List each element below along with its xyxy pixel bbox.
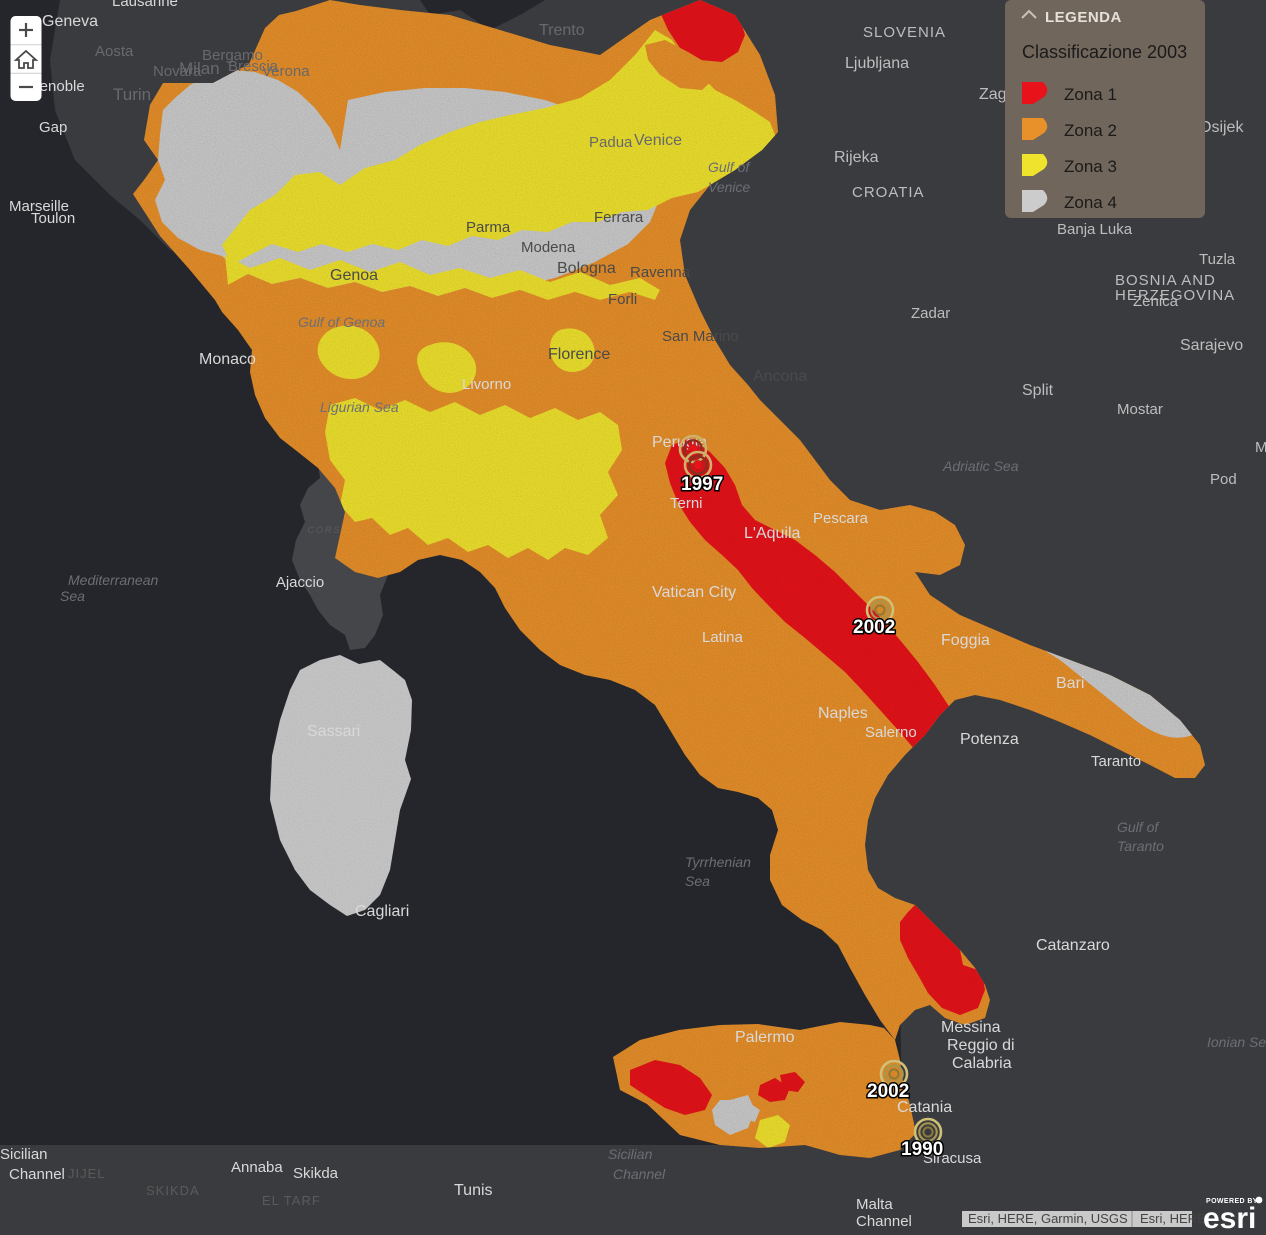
svg-text:Tuzla: Tuzla — [1199, 251, 1236, 268]
svg-text:Gulf of: Gulf of — [1117, 819, 1160, 835]
svg-text:Ancona: Ancona — [753, 368, 807, 385]
svg-text:EL TARF: EL TARF — [262, 1193, 321, 1208]
svg-text:Ravenna: Ravenna — [630, 264, 691, 281]
svg-text:Livorno: Livorno — [462, 376, 511, 393]
svg-text:esri: esri — [1203, 1202, 1256, 1235]
svg-text:Sarajevo: Sarajevo — [1180, 337, 1243, 354]
svg-text:Mostar: Mostar — [1117, 401, 1163, 418]
svg-text:Channel: Channel — [856, 1213, 912, 1230]
svg-text:Sicilian: Sicilian — [0, 1146, 48, 1163]
svg-text:Tunis: Tunis — [454, 1182, 493, 1199]
svg-text:Rijeka: Rijeka — [834, 149, 879, 166]
svg-text:Zadar: Zadar — [911, 305, 950, 322]
svg-text:Channel: Channel — [9, 1166, 65, 1183]
svg-text:Tyrrhenian: Tyrrhenian — [685, 854, 751, 870]
svg-text:Ljubljana: Ljubljana — [845, 55, 909, 72]
svg-text:Sea: Sea — [685, 873, 710, 889]
svg-text:Banja Luka: Banja Luka — [1057, 221, 1133, 238]
svg-text:MONT: MONT — [1255, 439, 1266, 456]
svg-text:Zona 2: Zona 2 — [1064, 121, 1117, 140]
svg-text:Foggia: Foggia — [941, 632, 990, 649]
svg-text:Osijek: Osijek — [1199, 119, 1244, 136]
svg-text:Bari: Bari — [1056, 675, 1084, 692]
svg-text:Ajaccio: Ajaccio — [276, 574, 324, 591]
svg-text:Florence: Florence — [548, 346, 610, 363]
svg-text:Parma: Parma — [466, 219, 511, 236]
svg-text:Catanzaro: Catanzaro — [1036, 937, 1110, 954]
svg-text:Cagliari: Cagliari — [355, 903, 409, 920]
svg-text:Modena: Modena — [521, 239, 576, 256]
svg-text:Skikda: Skikda — [293, 1165, 339, 1182]
svg-text:Latina: Latina — [702, 629, 744, 646]
svg-text:Turin: Turin — [113, 85, 151, 104]
svg-text:Pod: Pod — [1210, 471, 1237, 488]
svg-text:Zona 1: Zona 1 — [1064, 85, 1117, 104]
svg-text:Malta: Malta — [856, 1196, 893, 1213]
svg-text:Naples: Naples — [818, 705, 868, 722]
svg-text:Pescara: Pescara — [813, 510, 869, 527]
svg-text:SKIKDA: SKIKDA — [146, 1183, 200, 1198]
svg-text:1997: 1997 — [681, 474, 723, 495]
svg-text:Genoa: Genoa — [330, 267, 378, 284]
svg-text:Ionian Sea: Ionian Sea — [1207, 1034, 1266, 1050]
svg-text:Reggio di: Reggio di — [947, 1037, 1015, 1054]
svg-text:Gulf of: Gulf of — [708, 159, 751, 175]
svg-text:Padua: Padua — [589, 134, 633, 151]
svg-text:Gulf of Genoa: Gulf of Genoa — [298, 314, 385, 330]
svg-text:Split: Split — [1022, 382, 1054, 399]
svg-text:Venice: Venice — [708, 179, 751, 195]
svg-text:JIJEL: JIJEL — [68, 1166, 106, 1181]
svg-text:Bologna: Bologna — [557, 260, 616, 277]
svg-text:Sassari: Sassari — [307, 723, 360, 740]
svg-text:Channel: Channel — [613, 1166, 666, 1182]
svg-text:Adriatic Sea: Adriatic Sea — [942, 458, 1019, 474]
svg-text:Zenica: Zenica — [1133, 293, 1179, 310]
svg-text:Annaba: Annaba — [231, 1159, 283, 1176]
svg-text:2002: 2002 — [867, 1081, 909, 1102]
svg-text:Zona 3: Zona 3 — [1064, 157, 1117, 176]
svg-text:SLOVENIA: SLOVENIA — [863, 24, 946, 41]
svg-text:Calabria: Calabria — [952, 1055, 1012, 1072]
svg-text:Salerno: Salerno — [865, 724, 917, 741]
svg-text:Gap: Gap — [39, 119, 67, 136]
svg-text:Esri, HERE: Esri, HERE — [1140, 1211, 1206, 1226]
svg-text:Aosta: Aosta — [95, 43, 134, 60]
svg-text:Vatican City: Vatican City — [652, 584, 736, 601]
svg-text:Mediterranean: Mediterranean — [68, 572, 158, 588]
svg-text:Classificazione 2003: Classificazione 2003 — [1022, 42, 1187, 62]
svg-text:L'Aquila: L'Aquila — [744, 525, 801, 542]
svg-text:Taranto: Taranto — [1117, 838, 1164, 854]
svg-text:Venice: Venice — [634, 132, 682, 149]
svg-text:LEGENDA: LEGENDA — [1045, 9, 1122, 26]
svg-text:Verona: Verona — [262, 63, 310, 80]
svg-text:Ligurian Sea: Ligurian Sea — [320, 399, 399, 415]
svg-text:Terni: Terni — [670, 495, 703, 512]
svg-text:Toulon: Toulon — [31, 210, 75, 227]
svg-text:Trento: Trento — [539, 22, 585, 39]
svg-text:Taranto: Taranto — [1091, 753, 1141, 770]
svg-text:Geneva: Geneva — [42, 13, 98, 30]
svg-text:Messina: Messina — [941, 1019, 1001, 1036]
svg-text:CROATIA: CROATIA — [852, 184, 925, 201]
svg-text:Zona 4: Zona 4 — [1064, 193, 1117, 212]
svg-text:1990: 1990 — [901, 1139, 943, 1160]
svg-text:Monaco: Monaco — [199, 351, 256, 368]
svg-text:Esri, HERE, Garmin, USGS: Esri, HERE, Garmin, USGS — [968, 1211, 1128, 1226]
svg-text:Ferrara: Ferrara — [594, 209, 644, 226]
svg-text:San Marino: San Marino — [662, 328, 739, 345]
svg-text:Forli: Forli — [608, 291, 637, 308]
svg-text:2002: 2002 — [853, 617, 895, 638]
svg-text:Sicilian: Sicilian — [608, 1146, 653, 1162]
svg-text:Sea: Sea — [60, 588, 85, 604]
svg-text:Potenza: Potenza — [960, 731, 1019, 748]
svg-text:Lausanne: Lausanne — [112, 0, 178, 10]
svg-text:Palermo: Palermo — [735, 1029, 795, 1046]
